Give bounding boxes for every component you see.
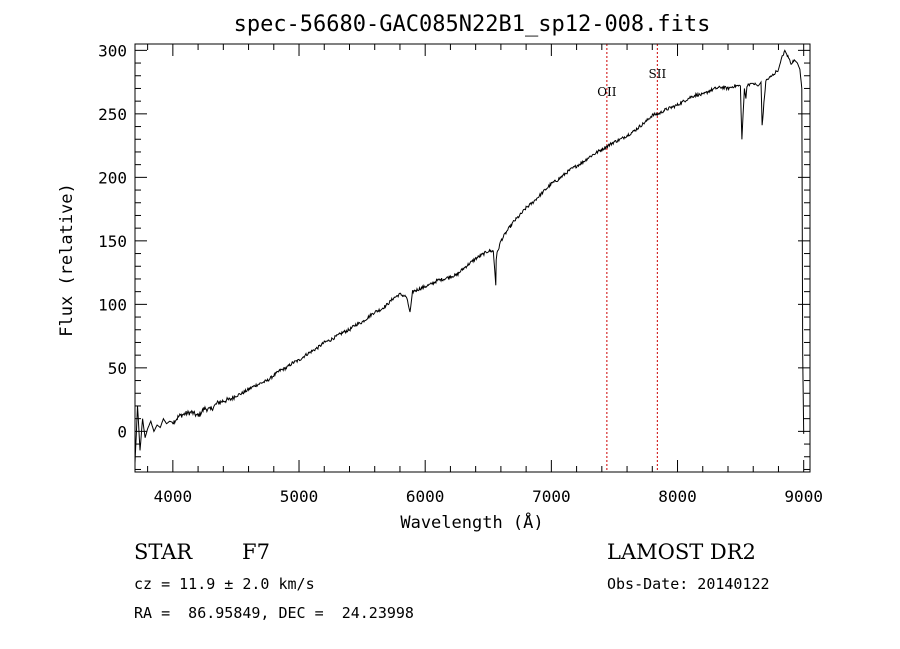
y-axis-ticks: 0 50 100 150 200 250 300 [98,41,810,470]
survey-name: LAMOST DR2 [607,540,756,564]
observation-date: Obs-Date: 20140122 [607,575,770,593]
line-marker-label: SII [648,67,666,81]
y-tick-label: 150 [98,232,127,251]
spectrum-chart: spec-56680-GAC085N22B1_sp12-008.fits 400… [57,12,823,533]
coordinates: RA = 86.95849, DEC = 24.23998 [134,604,414,622]
y-tick-label: 300 [98,41,127,60]
spectrum-line [134,49,805,464]
object-class: STAR [134,540,193,564]
spectral-line-markers: OII SII [597,44,666,472]
y-tick-label: 200 [98,168,127,187]
x-tick-label: 6000 [406,487,445,506]
x-tick-label: 5000 [280,487,319,506]
y-tick-label: 100 [98,295,127,314]
x-axis-ticks: 4000 5000 6000 7000 8000 9000 [147,44,823,506]
line-marker-label: OII [597,85,617,99]
x-tick-label: 4000 [154,487,193,506]
x-tick-label: 8000 [658,487,697,506]
redshift-value: cz = 11.9 ± 2.0 km/s [134,575,315,593]
x-tick-label: 7000 [532,487,571,506]
chart-title: spec-56680-GAC085N22B1_sp12-008.fits [234,12,711,37]
x-axis-label: Wavelength (Å) [400,511,543,533]
y-tick-label: 0 [117,422,127,441]
y-axis-label: Flux (relative) [57,183,77,337]
spectral-subclass: F7 [242,540,270,564]
y-tick-label: 250 [98,105,127,124]
y-tick-label: 50 [108,359,127,378]
x-tick-label: 9000 [784,487,823,506]
plot-frame [134,43,811,473]
